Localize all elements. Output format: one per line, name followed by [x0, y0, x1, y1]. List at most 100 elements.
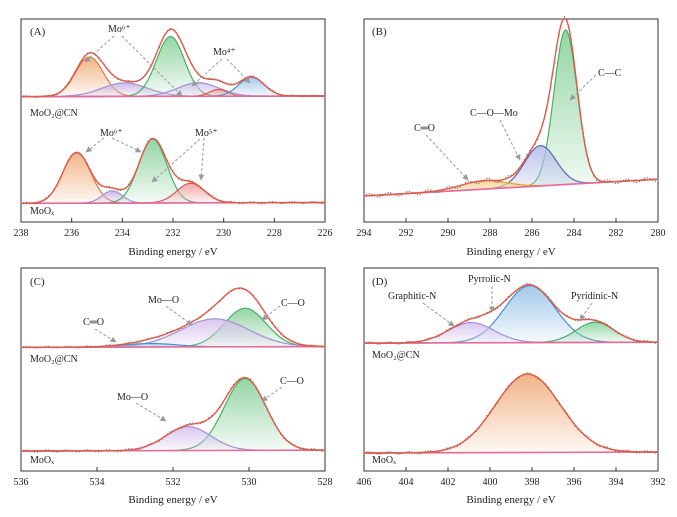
data-point: [368, 451, 370, 453]
panel-c-sample-bottom: MoOₓ: [30, 455, 54, 466]
data-point: [408, 450, 411, 453]
x-tick-label: 290: [441, 228, 456, 239]
panel-b-plot: [363, 16, 659, 198]
data-point: [419, 193, 421, 196]
data-point: [657, 180, 659, 182]
x-tick-label: 292: [399, 228, 414, 239]
panel-c-plot: [20, 287, 326, 453]
data-point: [633, 181, 635, 183]
arrow: [165, 305, 193, 326]
data-point: [395, 194, 397, 197]
x-tick-label: 404: [399, 477, 414, 488]
x-tick-label: 288: [483, 228, 498, 239]
panel-b-annotation-co: C═O: [414, 123, 435, 134]
data-point: [577, 320, 579, 322]
fit-envelope: [21, 376, 325, 452]
x-tick-label: 280: [651, 228, 666, 239]
panel-c-label: (C): [30, 276, 45, 288]
panel-a-sample-bottom: MoOₓ: [30, 206, 54, 217]
x-tick-label: 294: [357, 228, 372, 239]
panel-d-label: (D): [372, 276, 388, 288]
peak-fill: [364, 285, 658, 344]
x-tick-label: 536: [14, 477, 29, 488]
peak-fill: [21, 183, 325, 204]
panel-b-label: (B): [372, 26, 387, 38]
data-point: [627, 178, 630, 180]
data-point: [408, 190, 411, 193]
peak-fill: [364, 145, 658, 196]
data-point: [486, 177, 488, 180]
arrow: [94, 328, 117, 343]
panel-b-frame: [363, 18, 659, 223]
fit-envelope: [364, 284, 659, 344]
peak-fill: [21, 82, 325, 97]
panel-d-sample-bottom: MoOₓ: [372, 455, 396, 466]
panel-a-plot: [20, 27, 326, 205]
data-point: [654, 342, 656, 344]
x-tick-label: 226: [318, 228, 333, 239]
x-tick-label: 534: [90, 477, 105, 488]
data-point: [654, 452, 656, 454]
panel-a: 238 236 234 232 230 228 226 (A) MoO₂@CN MoOₓ M…: [14, 18, 333, 258]
panel-d-arrows: [422, 286, 593, 327]
peak-fill: [21, 190, 325, 204]
panel-a-arrows: [84, 35, 251, 183]
peak-fill: [21, 57, 325, 97]
peak-fill: [21, 82, 325, 97]
fit-envelope: [364, 373, 658, 454]
panel-a-annotation-mo5: Mo⁵⁺: [195, 128, 218, 139]
panel-a-annotation-mo6-bottom: Mo⁶⁺: [100, 128, 123, 139]
data-point: [379, 453, 381, 455]
panel-c: 536 534 532 530 528 (C) MoO₂@CN MoOₓ Mo—O C—…: [14, 267, 333, 506]
x-tick-label: 238: [14, 228, 29, 239]
data-point: [625, 178, 627, 180]
baseline: [20, 95, 326, 98]
panel-d-sample-top: MoO₂@CN: [372, 350, 420, 361]
data-point: [419, 452, 421, 455]
data-point: [499, 180, 501, 183]
data-point: [606, 179, 608, 181]
x-tick-label: 394: [609, 477, 624, 488]
x-tick-label: 284: [567, 228, 582, 239]
data-point: [635, 452, 638, 454]
data-point: [376, 196, 379, 198]
peak-fill: [21, 36, 325, 97]
data-point: [643, 177, 646, 179]
data-point: [117, 451, 119, 453]
data-point: [427, 450, 429, 452]
panel-d: 406 404 402 400 398 396 394 392 (D) MoO₂@CN MoO…: [357, 267, 666, 506]
x-tick-label: 392: [651, 477, 666, 488]
x-tick-label: 530: [242, 477, 257, 488]
panel-a-sample-top: MoO₂@CN: [30, 108, 78, 119]
data-point: [646, 177, 648, 179]
data-point: [507, 175, 509, 177]
data-point: [128, 448, 130, 450]
panel-c-x-label: Binding energy / eV: [128, 494, 217, 506]
x-tick-label: 398: [525, 477, 540, 488]
x-tick-label: 230: [216, 228, 231, 239]
data-point: [526, 372, 528, 374]
data-point: [625, 449, 627, 451]
panel-a-x-axis: 238 236 234 232 230 228 226: [14, 218, 333, 239]
panel-b-annotation-cc: C—C: [598, 68, 622, 79]
data-point: [75, 451, 78, 453]
arrow: [422, 302, 455, 327]
x-tick-label: 228: [267, 228, 282, 239]
arrow: [191, 58, 223, 87]
data-point: [108, 449, 111, 451]
x-tick-label: 396: [567, 477, 582, 488]
panel-a-label: (A): [30, 26, 46, 38]
x-tick-label: 282: [609, 228, 624, 239]
data-point: [387, 451, 389, 453]
data-point: [446, 186, 448, 188]
data-point: [406, 191, 408, 193]
arrow: [261, 386, 283, 402]
x-tick-label: 236: [64, 228, 79, 239]
arrow: [111, 137, 142, 153]
arrow: [425, 134, 469, 181]
data-point: [496, 181, 499, 184]
fit-envelope: [21, 287, 325, 348]
x-tick-label: 532: [166, 477, 181, 488]
x-tick-label: 528: [318, 477, 333, 488]
panel-d-x-label: Binding energy / eV: [466, 494, 555, 506]
